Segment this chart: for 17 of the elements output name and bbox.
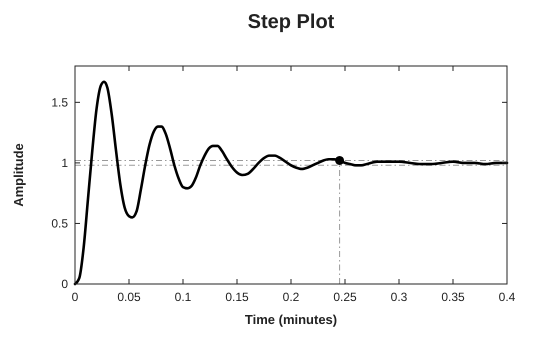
x-tick-label: 0.15 <box>225 290 249 304</box>
y-tick-label: 0 <box>61 277 68 291</box>
chart-title: Step Plot <box>248 11 335 33</box>
x-tick-label: 0.25 <box>333 290 357 304</box>
x-tick-label: 0 <box>72 290 79 304</box>
x-tick-label: 0.05 <box>117 290 141 304</box>
x-axis-title: Time (minutes) <box>244 312 338 327</box>
x-tick-label: 0.2 <box>282 290 300 304</box>
y-tick-label: 1.5 <box>51 95 68 110</box>
y-tick-label: 0.5 <box>51 216 68 230</box>
x-tick-label: 0.4 <box>498 290 516 304</box>
line-series <box>74 80 508 286</box>
y-tick-label: 1 <box>61 156 68 170</box>
x-tick-label: 0.35 <box>441 290 465 304</box>
y-axis-title: Amplitude <box>11 143 26 207</box>
x-tick-label: 0.3 <box>390 290 408 304</box>
x-tick-label: 0.1 <box>174 290 192 304</box>
